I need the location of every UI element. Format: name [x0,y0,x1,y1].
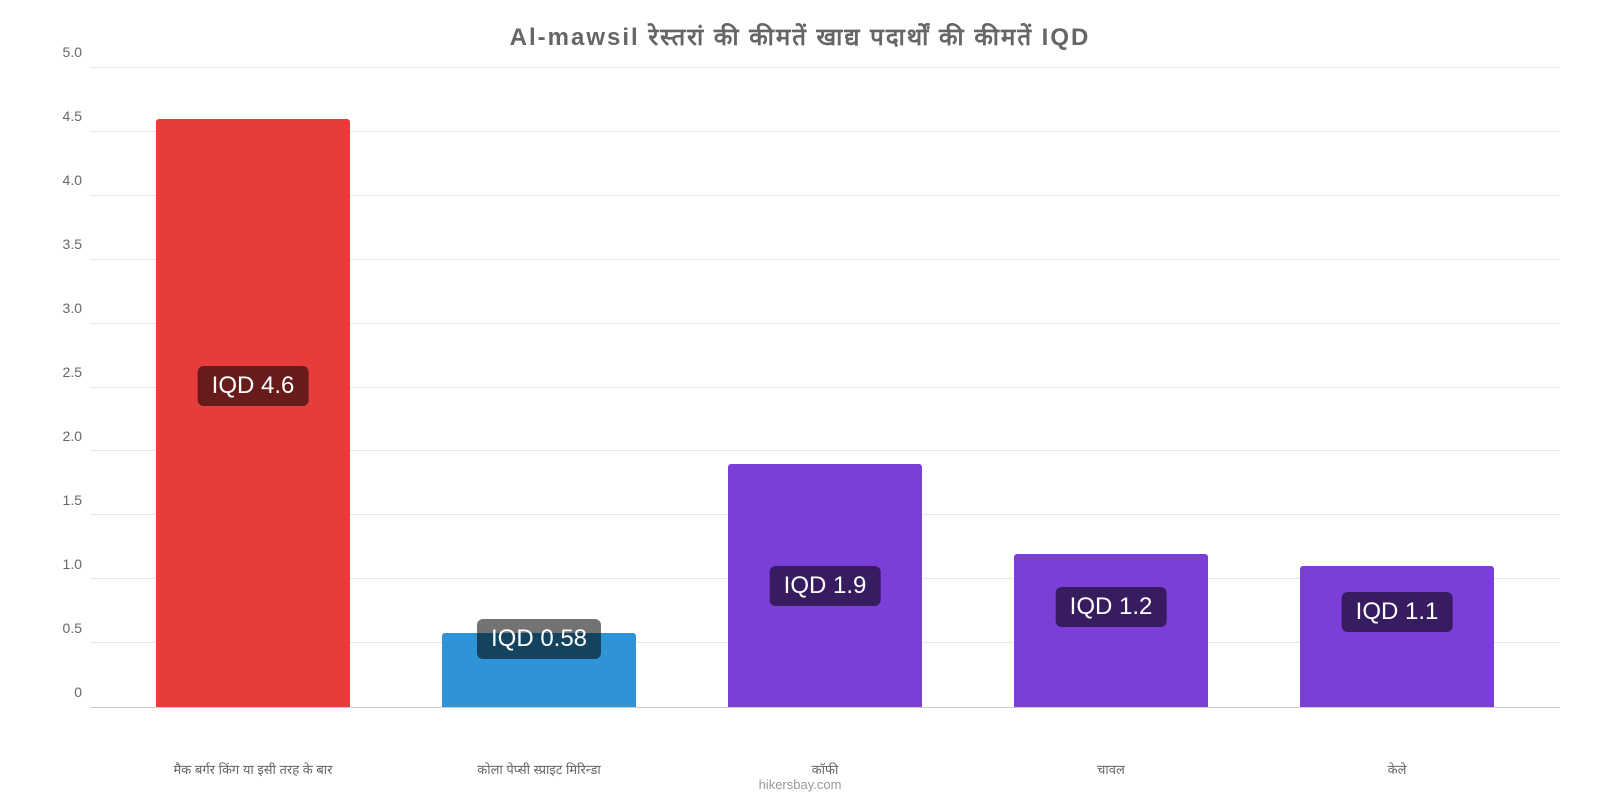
x-label: कोला पेप्सी स्प्राइट मिरिन्डा [396,760,682,778]
y-axis: 0 0.5 1.0 1.5 2.0 2.5 3.0 3.5 4.0 4.5 5.… [40,68,90,708]
bar-fastfood: IQD 4.6 [156,119,350,707]
x-label: मैक बर्गर किंग या इसी तरह के बार [110,760,396,778]
bar-group: IQD 1.1 [1254,68,1540,707]
y-tick: 2.5 [63,364,82,380]
x-label: केले [1254,760,1540,778]
chart-title: Al-mawsil रेस्तरां की कीमतें खाद्य पदार्… [40,20,1560,53]
bars-container: IQD 4.6 IQD 0.58 IQD 1.9 IQD 1.2 [90,68,1560,707]
value-label: IQD 1.9 [770,566,881,606]
bar-banana: IQD 1.1 [1300,566,1494,707]
bar-group: IQD 1.2 [968,68,1254,707]
value-label: IQD 4.6 [198,366,309,406]
plot-area: IQD 4.6 IQD 0.58 IQD 1.9 IQD 1.2 [90,68,1560,708]
x-label: चावल [968,760,1254,778]
value-label: IQD 1.1 [1342,592,1453,632]
y-tick: 0.5 [63,620,82,636]
y-tick: 4.0 [63,172,82,188]
x-axis-labels: मैक बर्गर किंग या इसी तरह के बार कोला पे… [90,760,1560,778]
watermark: hikersbay.com [759,777,842,792]
value-label: IQD 0.58 [477,619,601,659]
y-tick: 5.0 [63,44,82,60]
y-tick: 0 [74,684,82,700]
y-tick: 4.5 [63,108,82,124]
chart-container: 0 0.5 1.0 1.5 2.0 2.5 3.0 3.5 4.0 4.5 5.… [40,68,1560,748]
y-tick: 1.0 [63,556,82,572]
y-tick: 3.0 [63,300,82,316]
bar-group: IQD 1.9 [682,68,968,707]
bar-group: IQD 0.58 [396,68,682,707]
bar-group: IQD 4.6 [110,68,396,707]
bar-rice: IQD 1.2 [1014,554,1208,707]
value-label: IQD 1.2 [1056,587,1167,627]
bar-coffee: IQD 1.9 [728,464,922,707]
bar-cola: IQD 0.58 [442,633,636,707]
y-tick: 3.5 [63,236,82,252]
y-tick: 1.5 [63,492,82,508]
x-label: कॉफी [682,760,968,778]
y-tick: 2.0 [63,428,82,444]
